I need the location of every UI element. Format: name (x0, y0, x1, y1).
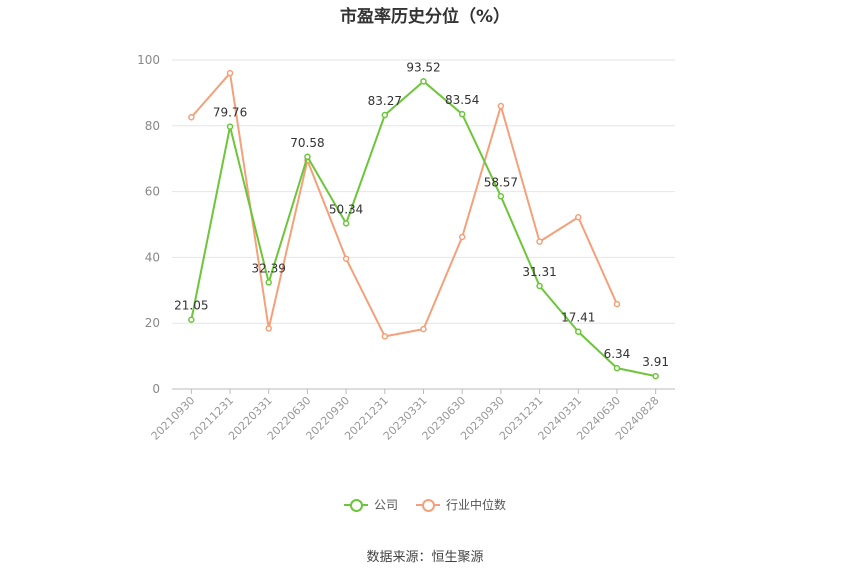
data-label: 83.27 (368, 94, 402, 108)
data-point-1 (458, 233, 466, 241)
y-tick-label: 20 (145, 316, 160, 330)
y-tick-label: 100 (137, 53, 160, 67)
data-point-1 (265, 325, 272, 332)
data-point-0 (536, 282, 543, 290)
data-label: 58.57 (484, 175, 518, 189)
legend-item-company[interactable]: 公司 (343, 496, 398, 513)
data-label: 79.76 (213, 106, 247, 120)
series-line-1 (190, 72, 618, 338)
data-label: 50.34 (329, 202, 363, 216)
data-point-0 (420, 78, 427, 85)
data-point-1 (613, 300, 621, 308)
data-point-0 (304, 153, 311, 161)
data-point-1 (342, 255, 350, 262)
legend-swatch-industry-median (416, 498, 440, 512)
data-labels: 21.05 79.76 32.39 70.58 50.34 83.27 93.52 83.54… (174, 60, 669, 369)
legend: 公司 行业中位数 (0, 496, 850, 513)
data-label: 93.52 (406, 60, 440, 74)
data-point-0 (188, 316, 195, 323)
data-label: 31.31 (522, 265, 556, 279)
data-point-1 (497, 102, 505, 110)
data-point-1 (536, 238, 543, 245)
y-tick-label: 80 (145, 119, 160, 133)
data-label: 21.05 (174, 299, 208, 313)
data-point-0 (497, 193, 505, 200)
data-label: 17.41 (561, 311, 595, 325)
legend-label-industry-median: 行业中位数 (446, 498, 507, 512)
data-point-0 (652, 372, 659, 380)
data-point-0 (265, 279, 272, 286)
data-point-0 (342, 220, 350, 227)
data-label: 32.39 (252, 261, 286, 275)
legend-item-industry-median[interactable]: 行业中位数 (416, 496, 506, 513)
data-point-0 (458, 110, 466, 118)
data-point-0 (575, 328, 582, 335)
grid-lines (172, 59, 675, 324)
data-point-1 (420, 325, 427, 333)
series-lines (188, 69, 659, 380)
data-label: 6.34 (604, 347, 631, 361)
legend-label-company: 公司 (373, 498, 398, 512)
data-point-0 (381, 111, 389, 119)
data-label: 70.58 (290, 136, 324, 150)
data-label: 83.54 (445, 93, 479, 107)
y-tick-label: 60 (145, 185, 160, 199)
source-note: 数据来源：恒生聚源 (366, 550, 484, 565)
y-tick-label: 0 (152, 382, 160, 396)
data-label: 3.91 (642, 355, 669, 369)
data-point-0 (613, 364, 621, 372)
chart-title: 市盈率历史分位（%） (339, 7, 511, 27)
data-point-1 (575, 214, 582, 221)
data-point-1 (381, 333, 389, 340)
y-tick-label: 40 (145, 250, 160, 264)
data-point-0 (226, 123, 234, 130)
legend-swatch-company (343, 498, 368, 512)
data-point-1 (188, 113, 195, 121)
data-point-1 (226, 69, 234, 77)
